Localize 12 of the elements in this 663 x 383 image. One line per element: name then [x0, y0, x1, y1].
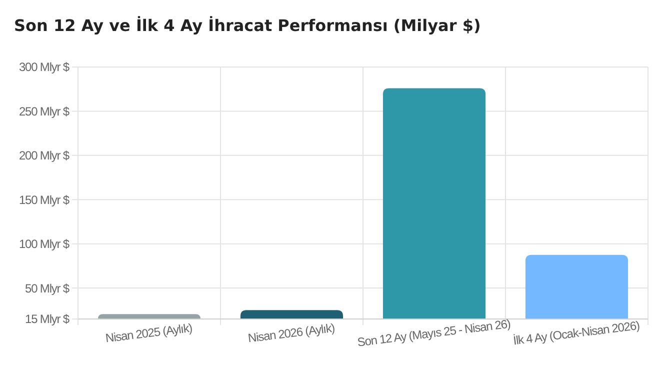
y-tick-label: 50 Mlyr $ [25, 281, 70, 296]
y-tick-label: 150 Mlyr $ [18, 192, 70, 207]
x-tick-label: Nisan 2026 (Aylık) [247, 320, 336, 346]
y-tick-label: 200 Mlyr $ [18, 148, 70, 163]
y-tick-label: 100 Mlyr $ [18, 237, 70, 252]
y-tick-label: 300 Mlyr $ [18, 60, 70, 74]
y-tick-label: 250 Mlyr $ [18, 104, 70, 118]
x-tick-label: Son 12 Ay (Mayıs 25 - Nisan 26) [356, 316, 512, 350]
y-tick-label: 15 Mlyr $ [25, 312, 70, 326]
x-tick-label: İlk 4 Ay (Ocak-Nisan 2026) [512, 318, 641, 348]
chart-title: Son 12 Ay ve İlk 4 Ay İhracat Performansı (Milyar $) [14, 16, 481, 35]
x-tick-label: Nisan 2025 (Aylık) [104, 320, 194, 346]
